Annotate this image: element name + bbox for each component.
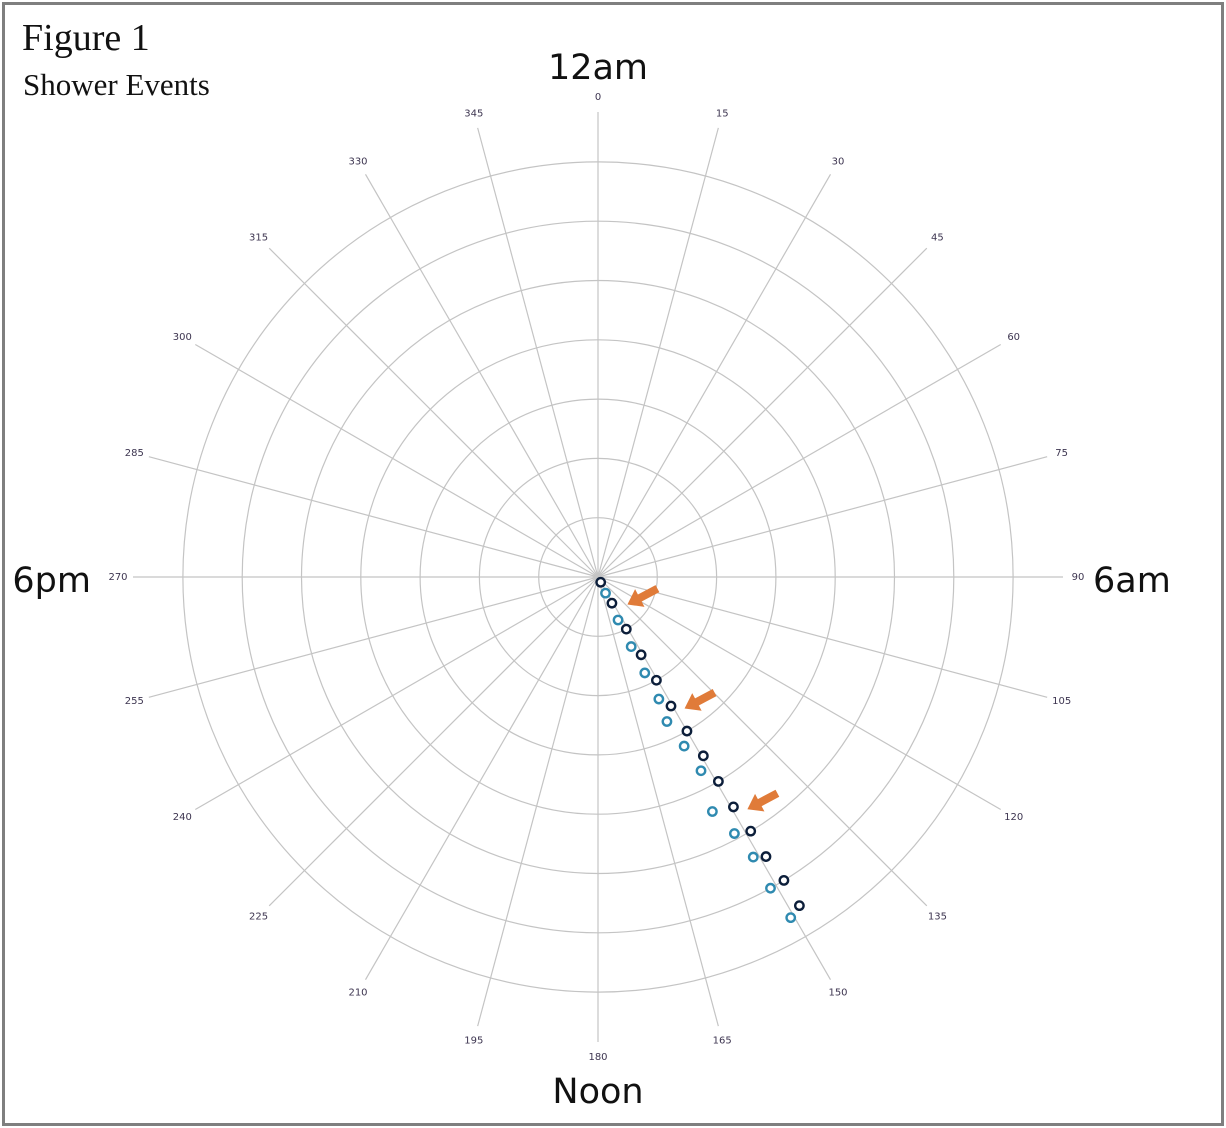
angle-tick-label: 180: [588, 1052, 607, 1063]
data-point-dark: [635, 649, 647, 661]
grid-spoke: [597, 576, 1002, 811]
angle-tick-label: 315: [249, 233, 268, 244]
grid-spoke: [597, 173, 832, 578]
data-point-dark: [620, 623, 632, 635]
data-point-light: [600, 587, 611, 599]
polar-grid: [133, 112, 1063, 1042]
data-point-dark: [760, 851, 772, 862]
cardinal-label-left: 6pm: [12, 561, 91, 601]
data-point-light: [678, 740, 690, 752]
data-point-light: [612, 614, 624, 626]
angle-tick-label: 60: [1007, 332, 1020, 343]
angle-tick-label: 30: [832, 156, 845, 167]
data-point-dark: [778, 874, 790, 886]
grid-spoke: [364, 576, 599, 981]
angle-tick-label: 225: [249, 911, 268, 922]
grid-spoke: [477, 576, 599, 1027]
data-point-light: [625, 641, 637, 652]
figure-subtitle: Shower Events: [23, 67, 210, 102]
angle-tick-label: 135: [928, 911, 947, 922]
angle-tick-label: 285: [125, 448, 144, 459]
angle-tick-label: 345: [464, 108, 483, 119]
data-point-light: [661, 716, 673, 727]
angle-tick-label: 105: [1052, 696, 1071, 707]
grid-spoke: [268, 247, 599, 578]
grid-spoke: [597, 456, 1048, 578]
annotation-arrows: [627, 585, 780, 812]
data-point-dark: [745, 825, 757, 837]
grid-spoke: [148, 576, 599, 698]
annotation-arrow: [747, 789, 780, 812]
data-point-dark: [606, 597, 618, 609]
data-points: [595, 576, 805, 924]
angle-tick-label: 255: [125, 696, 144, 707]
angle-tick-label: 300: [173, 332, 192, 343]
angle-tick-label: 150: [828, 988, 847, 999]
cardinal-labels: 12am 6am Noon 6pm: [12, 48, 1170, 1112]
grid-spoke: [477, 127, 599, 578]
data-point-dark: [665, 700, 677, 712]
angle-tick-label: 210: [348, 988, 367, 999]
data-point-light: [695, 765, 707, 777]
angle-tick-label: 90: [1072, 572, 1085, 583]
grid-spoke: [597, 576, 1048, 698]
grid-spoke: [364, 173, 599, 578]
data-point-light: [765, 882, 776, 894]
cardinal-label-top: 12am: [548, 48, 648, 88]
angle-tick-labels: 0 15 30 45 60 75 90 105 120 135 150 165 180 195 210 225…: [108, 92, 1084, 1063]
data-point-dark: [793, 900, 805, 912]
cardinal-label-bottom: Noon: [552, 1072, 643, 1112]
angle-tick-label: 195: [464, 1036, 483, 1047]
data-point-light: [639, 667, 651, 679]
data-point-dark: [595, 576, 607, 588]
data-point-light: [785, 912, 797, 924]
angle-tick-label: 15: [716, 108, 729, 119]
angle-tick-label: 330: [348, 156, 367, 167]
angle-tick-label: 120: [1004, 812, 1023, 823]
grid-spoke: [597, 576, 719, 1027]
grid-spoke: [194, 576, 599, 811]
data-point-dark: [651, 674, 662, 686]
grid-spoke: [597, 127, 719, 578]
angle-tick-label: 240: [173, 812, 192, 823]
angle-tick-label: 45: [931, 233, 944, 244]
data-point-light: [729, 828, 740, 839]
data-point-light: [747, 851, 759, 863]
data-point-light: [653, 693, 665, 705]
cardinal-label-right: 6am: [1093, 561, 1171, 601]
angle-tick-label: 75: [1055, 448, 1068, 459]
grid-spoke: [194, 343, 599, 578]
grid-spoke: [597, 247, 928, 578]
data-point-dark: [728, 801, 739, 813]
annotation-arrow: [627, 585, 660, 607]
grid-spoke: [148, 456, 599, 578]
angle-tick-label: 165: [713, 1036, 732, 1047]
data-point-dark: [712, 775, 724, 787]
figure-title: Figure 1: [22, 17, 150, 59]
annotation-arrow: [684, 689, 717, 711]
data-point-dark: [681, 725, 693, 737]
angle-tick-label: 0: [595, 92, 601, 103]
grid-spoke: [268, 576, 599, 907]
angle-tick-label: 270: [108, 572, 127, 583]
grid-spoke: [597, 343, 1002, 578]
grid-spoke: [597, 576, 928, 907]
data-point-dark: [697, 750, 709, 762]
data-point-light: [706, 806, 718, 817]
polar-scatter-chart: 0 15 30 45 60 75 90 105 120 135 150 165 180 195 210 225…: [12, 48, 1170, 1112]
